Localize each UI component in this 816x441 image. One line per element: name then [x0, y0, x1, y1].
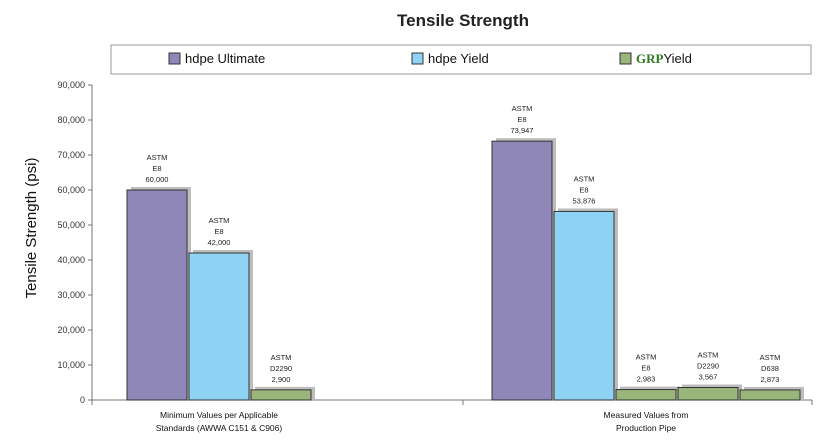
- y-tick-label: 0: [80, 395, 85, 405]
- y-tick-label: 40,000: [57, 255, 85, 265]
- category-label: Production Pipe: [616, 423, 676, 433]
- bar: [740, 390, 800, 400]
- y-axis-label: Tensile Strength (psi): [23, 158, 40, 299]
- bar: [492, 141, 552, 400]
- y-tick-label: 30,000: [57, 290, 85, 300]
- bar-data-label: E8: [152, 164, 161, 173]
- category-label: Measured Values from: [604, 410, 689, 420]
- legend-swatch: [169, 53, 180, 64]
- y-tick-label: 50,000: [57, 220, 85, 230]
- legend-label: hdpe Yield: [428, 51, 489, 66]
- bar-data-label: D2290: [270, 364, 292, 373]
- bar-data-label: 73,947: [511, 126, 534, 135]
- bar-data-label: 2,983: [637, 375, 656, 384]
- bar-data-label: 3,567: [699, 373, 718, 382]
- bar: [616, 390, 676, 400]
- bar-data-label: E8: [641, 364, 650, 373]
- bar-data-label: 42,000: [208, 238, 231, 247]
- y-tick-label: 10,000: [57, 360, 85, 370]
- bar-data-label: ASTM: [512, 104, 533, 113]
- bar-data-label: E8: [517, 115, 526, 124]
- bar-data-label: 2,873: [761, 375, 780, 384]
- y-tick-label: 20,000: [57, 325, 85, 335]
- bar-data-label: ASTM: [147, 153, 168, 162]
- legend-swatch: [620, 53, 631, 64]
- bar: [678, 388, 738, 400]
- bar-data-label: ASTM: [698, 351, 719, 360]
- bar: [554, 211, 614, 400]
- category-labels: Minimum Values per Applicable Standards (…: [156, 410, 689, 433]
- bar-data-label: 2,900: [272, 375, 291, 384]
- legend-label: GRPYield: [636, 51, 692, 66]
- y-tick-label: 80,000: [57, 115, 85, 125]
- bar: [189, 253, 249, 400]
- bar-data-label: ASTM: [209, 216, 230, 225]
- bar-data-label: ASTM: [271, 353, 292, 362]
- legend-label: hdpe Ultimate: [185, 51, 265, 66]
- bar-data-label: ASTM: [636, 353, 657, 362]
- bar: [127, 190, 187, 400]
- chart-title: Tensile Strength: [397, 11, 529, 30]
- y-tick-label: 70,000: [57, 150, 85, 160]
- legend-swatch: [412, 53, 423, 64]
- y-tick-label: 60,000: [57, 185, 85, 195]
- bar-data-label: E8: [214, 227, 223, 236]
- bar-data-label: 53,876: [573, 196, 596, 205]
- bar-data-label: E8: [579, 185, 588, 194]
- bar-data-label: D2290: [697, 362, 719, 371]
- bar-data-label: 60,000: [146, 175, 169, 184]
- bar-data-label: D638: [761, 364, 779, 373]
- category-label: Standards (AWWA C151 & C906): [156, 423, 283, 433]
- bar-data-label: ASTM: [574, 174, 595, 183]
- category-label: Minimum Values per Applicable: [160, 410, 278, 420]
- bar: [251, 390, 311, 400]
- y-tick-label: 90,000: [57, 80, 85, 90]
- bar-data-label: ASTM: [760, 353, 781, 362]
